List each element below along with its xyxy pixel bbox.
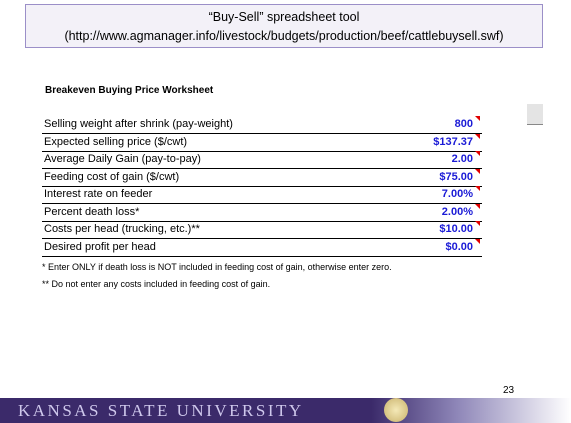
university-name: KANSAS STATE UNIVERSITY <box>18 401 304 420</box>
comment-marker <box>475 168 480 174</box>
scroll-box <box>527 104 543 125</box>
worksheet-row: Percent death loss* 2.00% <box>42 203 482 222</box>
row-label: Average Daily Gain (pay-to-pay) <box>44 153 201 165</box>
comment-marker <box>475 133 480 139</box>
comment-marker <box>475 151 480 156</box>
comment-marker <box>475 116 480 121</box>
row-value: $10.00 <box>439 223 473 235</box>
row-label: Feeding cost of gain ($/cwt) <box>44 170 180 183</box>
row-label: Selling weight after shrink (pay-weight) <box>44 118 233 130</box>
worksheet-row: Expected selling price ($/cwt) $137.37 <box>42 133 482 152</box>
row-value: $75.00 <box>439 170 473 183</box>
university-seal <box>384 398 408 422</box>
row-value: $0.00 <box>445 240 473 253</box>
worksheet-row: Desired profit per head $0.00 <box>42 238 482 257</box>
note: ** Do not enter any costs included in fe… <box>42 279 271 289</box>
worksheet-row: Interest rate on feeder 7.00% <box>42 186 482 204</box>
row-value: 2.00 <box>451 153 473 165</box>
worksheet-row: Costs per head (trucking, etc.)** $10.00 <box>42 221 482 239</box>
header-line: (http://www.agmanager.info/livestock/bud… <box>64 29 504 43</box>
header-box: “Buy-Sell” spreadsheet tool (http://www.… <box>25 4 543 48</box>
comment-marker <box>475 186 480 191</box>
header-line: “Buy-Sell” spreadsheet tool <box>208 10 360 24</box>
row-value: 800 <box>454 118 473 130</box>
note: * Enter ONLY if death loss is NOT includ… <box>42 262 392 272</box>
worksheet-row: Selling weight after shrink (pay-weight)… <box>42 116 482 134</box>
footer-band <box>0 398 571 423</box>
row-value: 7.00% <box>441 188 473 200</box>
row-value: $137.37 <box>433 135 473 148</box>
row-label: Desired profit per head <box>44 240 156 253</box>
worksheet-title: Breakeven Buying Price Worksheet <box>45 85 214 96</box>
row-label: Interest rate on feeder <box>44 188 153 200</box>
comment-marker <box>475 221 480 226</box>
row-value: 2.00% <box>441 205 473 218</box>
row-label: Percent death loss* <box>44 205 140 218</box>
page-number: 23 <box>503 385 515 396</box>
comment-marker <box>475 238 480 244</box>
comment-marker <box>475 203 480 209</box>
row-label: Expected selling price ($/cwt) <box>44 135 188 148</box>
worksheet-row: Feeding cost of gain ($/cwt) $75.00 <box>42 168 482 187</box>
row-label: Costs per head (trucking, etc.)** <box>44 223 200 235</box>
worksheet-row: Average Daily Gain (pay-to-pay) 2.00 <box>42 151 482 169</box>
